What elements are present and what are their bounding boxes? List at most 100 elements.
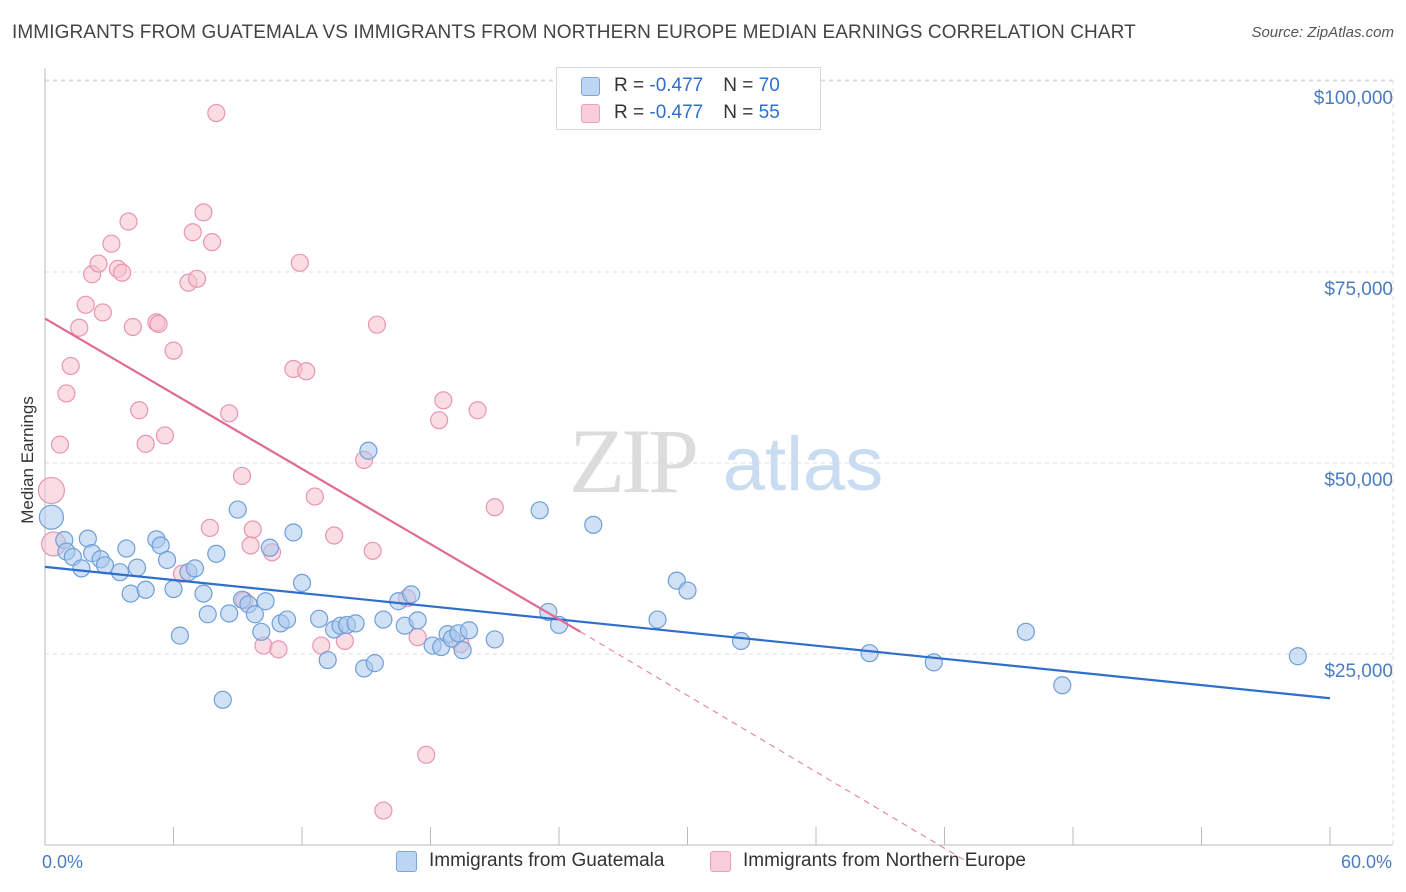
watermark-atlas: atlas: [723, 422, 884, 507]
data-point-guatemala: [453, 641, 472, 660]
data-point-guatemala: [1288, 647, 1307, 666]
data-point-guatemala: [185, 559, 205, 578]
trend-line-northern-europe-extrapolated: [580, 631, 967, 862]
n-value: 70: [758, 75, 780, 96]
data-point-guatemala: [260, 538, 279, 557]
data-point-guatemala: [346, 614, 365, 633]
stats-legend-row-guatemala: R = -0.477 N = 70: [581, 74, 780, 98]
series-legend: Immigrants from Guatemala Immigrants fro…: [0, 850, 1406, 878]
data-point-guatemala: [228, 500, 247, 519]
data-point-guatemala: [277, 610, 297, 629]
legend-label-guatemala: Immigrants from Guatemala: [429, 850, 665, 871]
y-tick-label: $50,000: [1324, 470, 1393, 491]
data-point-guatemala: [1053, 676, 1072, 695]
data-point-northern-europe: [50, 435, 70, 454]
data-point-northern-europe: [232, 466, 252, 486]
data-point-guatemala: [1016, 622, 1035, 641]
legend-swatch-northern-europe: [710, 850, 731, 872]
data-point-guatemala: [198, 605, 217, 624]
data-point-northern-europe: [119, 212, 138, 231]
watermark: ZIP atlas: [569, 410, 883, 512]
data-point-guatemala: [194, 584, 213, 603]
data-point-northern-europe: [123, 317, 142, 337]
r-value: -0.477: [649, 102, 704, 123]
stats-legend-row-northern-europe: R = -0.477 N = 55: [581, 101, 780, 125]
data-point-guatemala: [136, 580, 155, 599]
data-point-northern-europe: [155, 426, 175, 445]
data-point-guatemala: [170, 626, 190, 645]
data-point-northern-europe: [76, 295, 95, 314]
data-point-northern-europe: [202, 233, 222, 252]
trend-line-northern-europe: [44, 317, 581, 633]
data-point-guatemala: [860, 644, 879, 663]
data-point-guatemala: [164, 579, 183, 599]
trend-line-guatemala: [44, 565, 1331, 700]
data-point-northern-europe: [434, 391, 453, 410]
data-point-northern-europe: [37, 476, 66, 505]
data-point-guatemala: [310, 609, 329, 628]
data-point-northern-europe: [164, 341, 183, 360]
data-point-northern-europe: [429, 411, 449, 430]
y-tick-label: $75,000: [1324, 279, 1393, 300]
data-point-northern-europe: [417, 745, 436, 764]
data-point-northern-europe: [363, 541, 382, 560]
data-point-guatemala: [530, 501, 549, 520]
data-point-northern-europe: [200, 518, 220, 537]
data-point-guatemala: [157, 550, 177, 570]
data-point-guatemala: [213, 690, 232, 709]
data-point-guatemala: [207, 544, 226, 563]
data-point-northern-europe: [112, 263, 132, 282]
legend-swatch-guatemala: [581, 76, 600, 96]
data-point-northern-europe: [70, 318, 89, 337]
data-point-guatemala: [220, 604, 239, 623]
r-label: R =: [614, 75, 650, 96]
n-label: N =: [723, 75, 759, 96]
legend-label-northern-europe: Immigrants from Northern Europe: [743, 850, 1026, 871]
data-point-guatemala: [127, 558, 147, 577]
data-point-northern-europe: [468, 401, 487, 420]
data-point-guatemala: [110, 563, 130, 582]
data-point-guatemala: [292, 573, 312, 593]
data-point-northern-europe: [183, 223, 202, 242]
data-point-northern-europe: [325, 526, 344, 545]
chart-title: IMMIGRANTS FROM GUATEMALA VS IMMIGRANTS …: [12, 22, 1136, 43]
trend-layer: [44, 317, 1331, 862]
data-point-guatemala: [256, 592, 275, 611]
data-point-northern-europe: [374, 801, 393, 820]
r-label: R =: [614, 102, 650, 123]
data-point-guatemala: [365, 654, 384, 673]
data-point-guatemala: [318, 650, 337, 670]
data-point-guatemala: [648, 610, 667, 629]
data-point-northern-europe: [220, 404, 239, 423]
data-point-northern-europe: [102, 234, 121, 253]
watermark-zip: ZIP: [569, 410, 696, 512]
data-point-northern-europe: [290, 253, 309, 272]
data-point-northern-europe: [136, 434, 155, 453]
legend-item-guatemala[interactable]: Immigrants from Guatemala: [396, 850, 664, 872]
x-tick-label-max: 60.0%: [1340, 852, 1392, 872]
data-point-northern-europe: [485, 498, 504, 517]
data-point-guatemala: [121, 584, 140, 603]
axis-layer: [44, 68, 1393, 846]
data-point-guatemala: [402, 585, 421, 604]
data-point-guatemala: [459, 621, 479, 640]
legend-item-northern-europe[interactable]: Immigrants from Northern Europe: [710, 850, 1026, 872]
y-axis-label: Median Earnings: [18, 396, 37, 524]
data-point-guatemala: [731, 631, 751, 651]
data-point-guatemala: [284, 523, 303, 542]
data-point-guatemala: [252, 622, 271, 641]
data-point-northern-europe: [61, 356, 80, 376]
data-point-guatemala: [485, 630, 504, 649]
data-point-northern-europe: [187, 269, 207, 288]
grid-layer: [45, 79, 1394, 845]
data-point-northern-europe: [243, 520, 262, 539]
n-label: N =: [723, 102, 759, 123]
y-tick-label: $100,000: [1314, 88, 1393, 109]
data-point-guatemala: [38, 504, 65, 530]
x-tick-label-min: 0.0%: [42, 852, 84, 872]
n-value: 55: [758, 102, 780, 123]
data-point-northern-europe: [305, 487, 324, 506]
data-point-guatemala: [584, 515, 603, 534]
data-point-northern-europe: [130, 401, 149, 420]
